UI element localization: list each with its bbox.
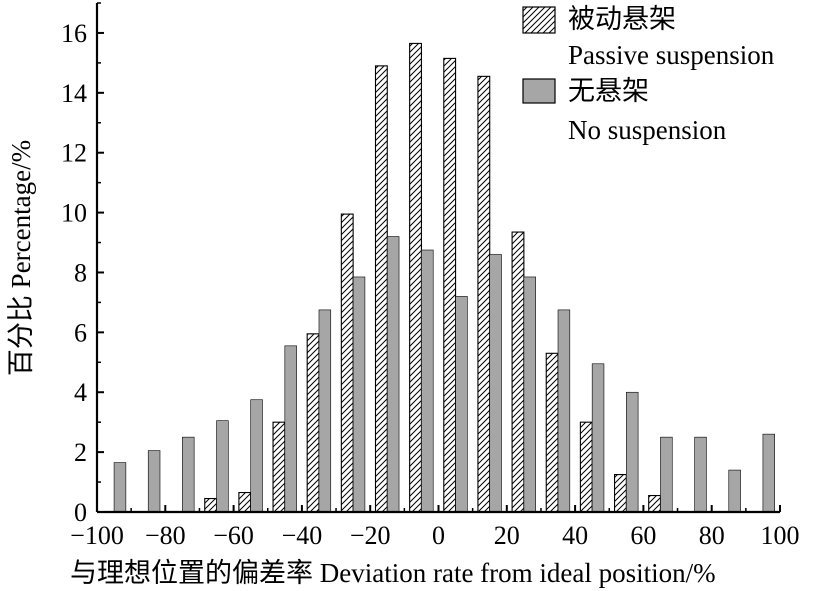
x-tick-label: 20 <box>494 521 520 550</box>
legend-label-passive-en: Passive suspension <box>568 40 775 70</box>
x-tick-label: 60 <box>630 521 656 550</box>
x-tick-label: 40 <box>562 521 588 550</box>
bar-passive <box>511 231 525 513</box>
bar-passive <box>648 494 662 513</box>
bar-none <box>284 345 297 513</box>
ticks-layer: −100 −80 −60 −40 −20 0 20 40 60 80 100 0 2 4 6 8 10 12 14 1… <box>61 2 800 550</box>
bar-passive <box>545 352 559 513</box>
legend-swatch-none <box>522 78 556 104</box>
legend-swatch-passive <box>522 6 556 34</box>
x-tick-label: −40 <box>282 521 323 550</box>
bar-none <box>147 450 161 513</box>
bar-none <box>455 296 468 513</box>
bar-none <box>694 436 707 513</box>
x-tick-label: −100 <box>70 521 124 550</box>
x-tick-label: 0 <box>432 521 445 550</box>
bar-none <box>182 436 195 513</box>
bars-layer <box>113 42 775 513</box>
bar-none <box>386 236 400 513</box>
bar-none <box>113 462 127 513</box>
y-tick-label: 12 <box>61 139 87 168</box>
x-tick-label: −80 <box>145 521 186 550</box>
bar-none <box>250 399 263 513</box>
y-tick-label: 8 <box>74 258 87 287</box>
bar-none <box>591 363 605 513</box>
bar-none <box>557 309 571 513</box>
bar-passive <box>374 65 388 513</box>
legend: 被动悬架 Passive suspension 无悬架 No suspensio… <box>522 4 775 145</box>
bar-passive <box>272 421 286 513</box>
y-tick-label: 10 <box>61 199 87 228</box>
bar-none <box>421 249 434 513</box>
y-tick-label: 0 <box>74 498 87 527</box>
y-tick-label: 14 <box>61 79 87 108</box>
bar-none <box>660 436 673 513</box>
y-tick-label: 6 <box>74 318 87 347</box>
bar-passive <box>579 421 593 513</box>
bar-passive <box>306 333 320 513</box>
y-tick-label: 4 <box>74 378 87 407</box>
bar-passive <box>340 213 354 513</box>
x-tick-label: 100 <box>761 521 800 550</box>
legend-label-none-zh: 无悬架 <box>568 76 649 106</box>
bar-passive <box>613 474 627 513</box>
bar-none <box>626 391 639 513</box>
bar-none <box>352 276 366 513</box>
bar-passive <box>443 57 457 513</box>
axes-layer <box>95 3 780 514</box>
bar-passive <box>238 491 252 513</box>
bar-none <box>728 469 741 513</box>
legend-label-passive-zh: 被动悬架 <box>568 4 676 34</box>
bar-none <box>489 254 502 513</box>
bar-none <box>523 276 536 513</box>
x-tick-label: 80 <box>699 521 725 550</box>
x-axis-title: 与理想位置的偏差率 Deviation rate from ideal posi… <box>70 558 716 588</box>
bar-passive <box>477 75 491 513</box>
x-tick-label: −20 <box>350 521 391 550</box>
y-tick-label: 2 <box>74 438 87 467</box>
legend-label-none-en: No suspension <box>568 115 727 145</box>
bar-passive <box>204 497 218 513</box>
bar-passive <box>409 42 422 513</box>
bar-none <box>318 309 332 513</box>
x-tick-label: −60 <box>213 521 254 550</box>
y-tick-label: 16 <box>61 19 87 48</box>
bar-none <box>216 420 229 513</box>
y-axis-title: 百分比 Percentage/% <box>6 140 36 376</box>
bar-none <box>762 433 775 513</box>
